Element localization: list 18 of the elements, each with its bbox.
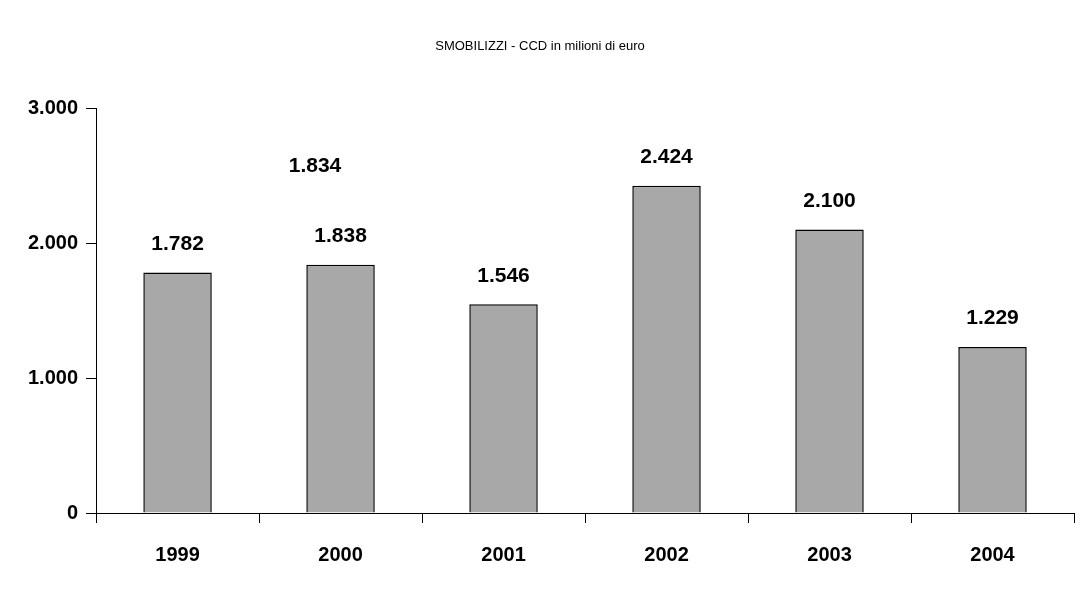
y-tick-label: 1.000 xyxy=(27,365,79,388)
data-label: 2.424 xyxy=(640,144,694,168)
chart-title: SMOBILIZZI - CCD in milioni di euro xyxy=(434,38,646,53)
x-tick-label: 2004 xyxy=(970,542,1016,565)
y-tick-label: 0 xyxy=(66,500,79,523)
data-label: 2.100 xyxy=(803,187,856,211)
x-tick-label: 2003 xyxy=(807,542,852,565)
y-tick-label: 3.000 xyxy=(27,95,79,118)
y-tick-label: 2.000 xyxy=(27,230,79,253)
data-label: 1.838 xyxy=(314,223,368,247)
x-tick-label: 1999 xyxy=(155,542,200,565)
data-label: 1.229 xyxy=(966,305,1019,329)
x-tick-label: 2002 xyxy=(644,542,689,565)
annotation: 1.834 xyxy=(288,152,342,176)
data-label: 1.546 xyxy=(477,262,530,286)
x-tick-label: 2000 xyxy=(318,542,363,565)
x-tick-label: 2001 xyxy=(481,542,526,565)
data-label: 1.782 xyxy=(151,230,204,254)
